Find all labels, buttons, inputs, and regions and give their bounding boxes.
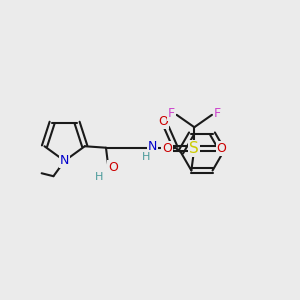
Text: O: O	[217, 142, 226, 155]
Text: N: N	[60, 154, 69, 167]
Text: H: H	[95, 172, 104, 182]
Text: O: O	[108, 161, 118, 174]
Text: O: O	[158, 115, 168, 128]
Text: N: N	[148, 140, 158, 153]
Text: O: O	[162, 142, 172, 155]
Text: S: S	[189, 141, 199, 156]
Text: F: F	[168, 107, 175, 120]
Text: H: H	[142, 152, 151, 162]
Text: F: F	[214, 107, 221, 120]
